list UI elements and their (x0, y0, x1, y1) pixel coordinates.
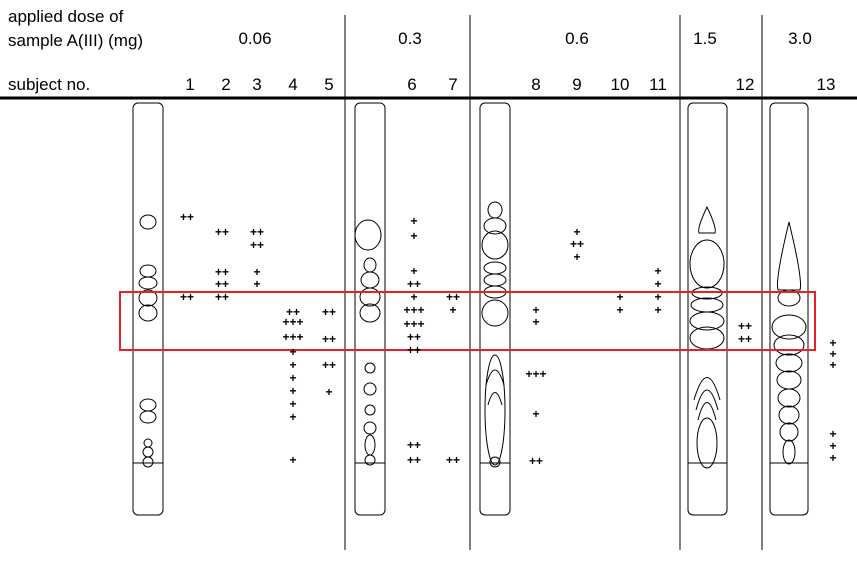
dose-label: applied dose of (8, 7, 124, 26)
reaction-mark: + (573, 250, 580, 264)
reaction-mark: + (325, 385, 332, 399)
reaction-mark: + (829, 427, 836, 441)
subject-number: 12 (736, 75, 755, 94)
dose-value: 0.6 (565, 29, 589, 48)
reaction-mark: ++ (738, 319, 752, 333)
highlight-box (119, 291, 816, 351)
reaction-mark: ++ (215, 290, 229, 304)
reaction-mark: + (616, 303, 623, 317)
subject-number: 11 (649, 75, 667, 94)
reaction-mark: + (289, 345, 296, 359)
reaction-mark: + (532, 407, 539, 421)
reaction-mark: + (829, 336, 836, 350)
reaction-mark: + (289, 384, 296, 398)
reaction-mark: + (410, 290, 417, 304)
reaction-mark: + (410, 229, 417, 243)
reaction-mark: + (289, 371, 296, 385)
reaction-mark: ++ (738, 332, 752, 346)
dose-value: 3.0 (788, 29, 812, 48)
reaction-mark: ++ (446, 290, 460, 304)
reaction-mark: ++ (215, 225, 229, 239)
reaction-mark: ++ (250, 238, 264, 252)
reaction-mark: ++ (286, 305, 300, 319)
reaction-mark: + (616, 290, 623, 304)
reaction-mark: ++ (407, 330, 421, 344)
reaction-mark: + (289, 397, 296, 411)
reaction-mark: + (289, 358, 296, 372)
reaction-mark: ++ (180, 210, 194, 224)
dose-value: 0.06 (238, 29, 271, 48)
subject-number: 2 (221, 75, 230, 94)
reaction-mark: ++ (215, 277, 229, 291)
reaction-mark: + (253, 277, 260, 291)
reaction-mark: + (829, 358, 836, 372)
reaction-mark: + (654, 264, 661, 278)
reaction-mark: + (289, 410, 296, 424)
reaction-mark: ++ (215, 265, 229, 279)
reaction-mark: + (654, 277, 661, 291)
subject-label: subject no. (8, 75, 90, 94)
reaction-mark: + (532, 315, 539, 329)
subject-number: 13 (817, 75, 836, 94)
reaction-mark: ++ (322, 305, 336, 319)
reaction-mark: +++ (282, 315, 303, 329)
reaction-mark: ++ (180, 290, 194, 304)
subject-number: 1 (185, 75, 194, 94)
reaction-mark: + (449, 303, 456, 317)
reaction-mark: ++ (250, 225, 264, 239)
reaction-mark: + (253, 265, 260, 279)
subject-number: 6 (407, 75, 416, 94)
reaction-mark: ++ (322, 332, 336, 346)
reaction-mark: ++ (322, 358, 336, 372)
reaction-mark: + (829, 451, 836, 465)
reaction-mark: ++ (407, 453, 421, 467)
reaction-mark: + (654, 303, 661, 317)
separators (344, 15, 763, 550)
dose-label: sample A(III) (mg) (8, 31, 143, 50)
reaction-mark: + (289, 453, 296, 467)
reaction-mark: + (410, 264, 417, 278)
reaction-mark: +++ (282, 330, 303, 344)
reaction-mark: +++ (403, 303, 424, 317)
reaction-mark: ++ (407, 343, 421, 357)
spots (138, 201, 807, 469)
subject-number: 3 (252, 75, 261, 94)
subject-number: 4 (288, 75, 297, 94)
dose-value: 1.5 (693, 29, 717, 48)
reaction-mark: ++ (407, 438, 421, 452)
plates (132, 102, 809, 516)
reaction-mark: ++ (407, 277, 421, 291)
reaction-mark: + (829, 439, 836, 453)
reaction-mark: + (410, 214, 417, 228)
dose-value: 0.3 (398, 29, 422, 48)
reaction-mark: ++ (446, 453, 460, 467)
reaction-mark: + (573, 225, 580, 239)
reaction-mark: ++ (570, 237, 584, 251)
subject-number: 10 (611, 75, 630, 94)
reaction-mark: +++ (403, 317, 424, 331)
subject-number: 5 (324, 75, 333, 94)
reaction-mark: ++ (529, 454, 543, 468)
reaction-mark: + (829, 347, 836, 361)
subject-number: 9 (572, 75, 581, 94)
reaction-mark: +++ (525, 367, 546, 381)
subject-number: 8 (531, 75, 540, 94)
reaction-mark: + (654, 290, 661, 304)
reaction-mark: + (532, 303, 539, 317)
subject-number: 7 (448, 75, 457, 94)
